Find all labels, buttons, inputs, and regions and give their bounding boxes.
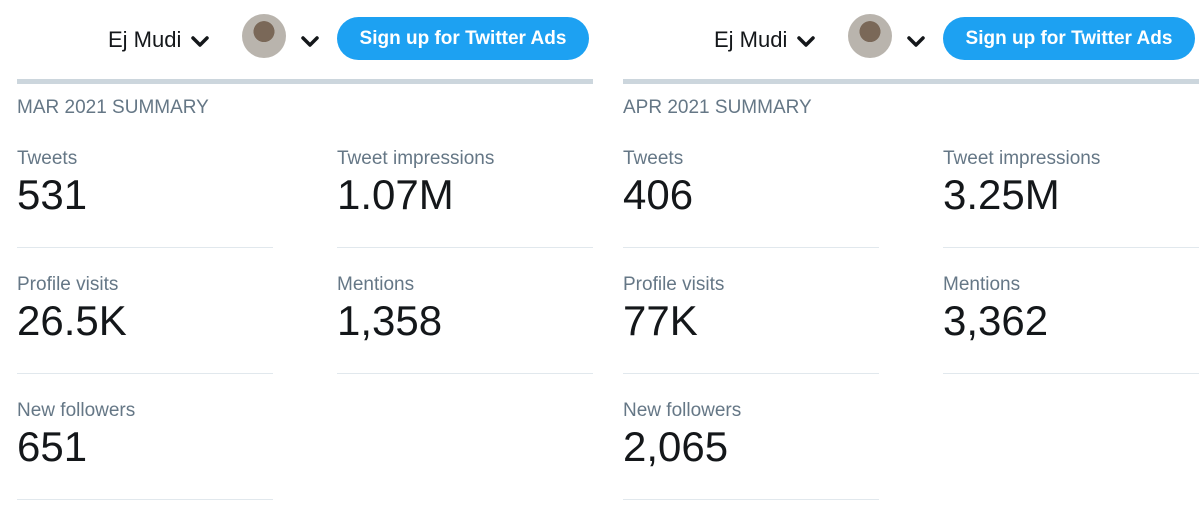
stat-separator xyxy=(17,499,273,500)
chevron-icon xyxy=(301,36,319,47)
avatar[interactable] xyxy=(848,14,892,58)
stat-separator xyxy=(623,499,879,500)
stat-label: Mentions xyxy=(943,274,1021,295)
stat-value: 1,358 xyxy=(337,297,443,344)
summary-panel: Ej Mudi Sign up for Twitter Ads APR 2021 S… xyxy=(606,0,1200,512)
stat-separator xyxy=(943,373,1199,374)
dropdown-chevron[interactable] xyxy=(190,35,210,49)
stat-separator xyxy=(337,373,593,374)
divider-bar xyxy=(623,79,1199,84)
stat-separator xyxy=(943,247,1199,248)
stat-value: 26.5K xyxy=(17,297,127,344)
stat-label: Tweets xyxy=(17,148,78,169)
summary-title: APR 2021 SUMMARY xyxy=(623,97,812,118)
ads-button[interactable]: Sign up for Twitter Ads xyxy=(337,17,589,60)
stat-label: Mentions xyxy=(337,274,415,295)
stat-value: 2,065 xyxy=(623,423,729,470)
stat-value: 531 xyxy=(17,171,88,218)
chevron-icon xyxy=(191,36,209,47)
stat-value: 1.07M xyxy=(337,171,454,218)
chevron-icon xyxy=(907,36,925,47)
stat-value: 406 xyxy=(623,171,694,218)
divider-bar xyxy=(17,79,593,84)
summary-panel: Ej Mudi Sign up for Twitter Ads MAR 2021 S… xyxy=(17,14,593,500)
dropdown-chevron[interactable] xyxy=(906,35,926,49)
user-name[interactable]: Ej Mudi xyxy=(714,27,788,52)
stat-separator xyxy=(623,373,879,374)
stat-label: Tweet impressions xyxy=(337,148,495,169)
summary-title: MAR 2021 SUMMARY xyxy=(17,97,209,118)
stat-separator xyxy=(337,247,593,248)
dropdown-chevron[interactable] xyxy=(300,35,320,49)
user-name[interactable]: Ej Mudi xyxy=(108,27,182,52)
stat-value: 77K xyxy=(623,297,698,344)
stat-separator xyxy=(623,247,879,248)
stat-separator xyxy=(17,247,273,248)
avatar[interactable] xyxy=(242,14,286,58)
stat-label: Tweets xyxy=(623,148,684,169)
stat-label: New followers xyxy=(623,400,742,421)
stat-value: 651 xyxy=(17,423,88,470)
stat-label: New followers xyxy=(17,400,136,421)
ads-button[interactable]: Sign up for Twitter Ads xyxy=(943,17,1195,60)
stat-separator xyxy=(17,373,273,374)
stat-label: Tweet impressions xyxy=(943,148,1101,169)
stat-value: 3.25M xyxy=(943,171,1060,218)
dropdown-chevron[interactable] xyxy=(796,35,816,49)
stat-value: 3,362 xyxy=(943,297,1049,344)
stat-label: Profile visits xyxy=(17,274,119,295)
stat-label: Profile visits xyxy=(623,274,725,295)
chevron-icon xyxy=(797,36,815,47)
